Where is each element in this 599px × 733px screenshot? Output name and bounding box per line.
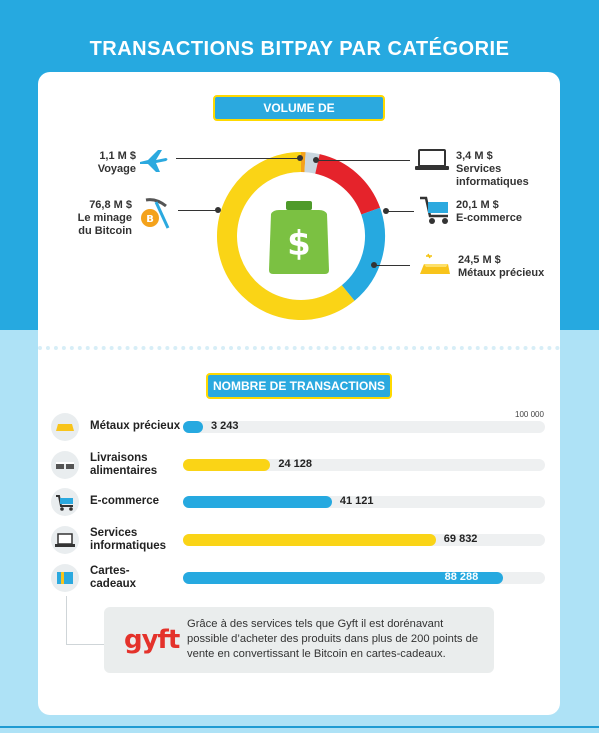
bar-label-0: Métaux précieux <box>90 420 181 432</box>
metaux-connector <box>374 265 410 266</box>
gyft-info-box <box>104 607 494 673</box>
bar-1 <box>183 459 271 471</box>
laptop-icon <box>51 526 79 554</box>
gift-card-icon <box>51 564 79 592</box>
section-divider <box>38 346 560 350</box>
gold-bar-icon <box>420 253 450 274</box>
voyage-label: 1,1 M $ Voyage <box>97 150 136 175</box>
mining-icon: B <box>141 198 170 229</box>
svg-text:B: B <box>146 214 154 225</box>
bar-value-3: 69 832 <box>443 533 478 545</box>
donut-slice-le-minage-du-bitcoin <box>217 152 355 320</box>
metaux-label: 24,5 M $ Métaux précieux <box>458 254 545 279</box>
svg-text:$: $ <box>287 224 311 264</box>
voyage-connector-dot <box>297 155 303 161</box>
bar-4 <box>183 572 503 584</box>
bar-value-2: 41 121 <box>339 495 374 507</box>
donut-slice-e-commerce <box>314 154 381 215</box>
ecommerce-connector-dot <box>383 208 389 214</box>
bar-max-label: 100 000 <box>515 410 544 419</box>
donut-slice-m-taux-pr-cieux <box>341 207 385 301</box>
bar-value-1: 24 128 <box>278 458 312 470</box>
money-bag-icon: $ <box>269 201 329 274</box>
food-boxes-icon <box>51 451 79 479</box>
bar-3 <box>183 534 436 546</box>
gold-bar-icon <box>51 413 79 441</box>
ecommerce-label: 20,1 M $ E-commerce <box>456 199 523 224</box>
bar-label-1: Livraisons alimentaires <box>90 452 158 477</box>
cart-icon <box>420 196 448 224</box>
minage-connector <box>178 210 218 211</box>
volume-donut-chart: $ <box>217 152 385 320</box>
bar-track <box>183 459 545 471</box>
services-connector-dot <box>313 157 319 163</box>
services-connector <box>316 160 410 161</box>
gyft-connector-horizontal <box>66 644 104 645</box>
minage-connector-dot <box>215 207 221 213</box>
volume-heading: VOLUME DE TRANSACTIONS <box>213 95 385 137</box>
bar-label-3: Services informatiques <box>90 527 167 552</box>
minage-label: 76,8 M $ Le minage du Bitcoin <box>77 199 132 237</box>
bar-label-2: E-commerce <box>90 495 160 507</box>
metaux-connector-dot <box>371 262 377 268</box>
bottom-rule <box>0 726 599 728</box>
cart-icon <box>51 488 79 516</box>
plane-icon <box>140 150 168 172</box>
laptop-icon <box>415 149 449 170</box>
donut-slice-services-informatiques <box>304 152 320 174</box>
count-heading: NOMBRE DE TRANSACTIONS <box>206 373 392 399</box>
bar-2 <box>183 496 332 508</box>
page-title: TRANSACTIONS BITPAY PAR CATÉGORIE <box>89 38 510 60</box>
services-label: 3,4 M $ Services informatiques <box>456 150 529 188</box>
ecommerce-connector <box>386 211 414 212</box>
gyft-connector-vertical <box>66 596 67 644</box>
bar-track <box>183 421 545 433</box>
bar-value-4: 88 288 <box>444 571 479 583</box>
gyft-description: Grâce à des services tels que Gyft il es… <box>187 618 479 660</box>
gyft-logo: gyft <box>124 625 180 655</box>
bar-value-0: 3 243 <box>211 420 239 432</box>
bar-label-4: Cartes-cadeaux <box>90 565 137 590</box>
voyage-connector <box>176 158 300 159</box>
bar-0 <box>183 421 203 433</box>
